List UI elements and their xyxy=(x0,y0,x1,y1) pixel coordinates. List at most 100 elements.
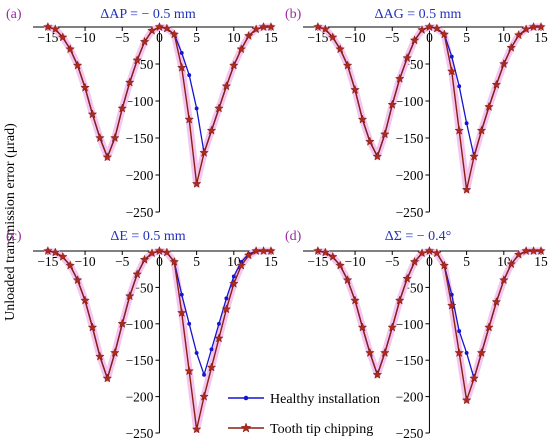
chipped-point xyxy=(432,248,442,258)
chipped-point xyxy=(191,178,202,188)
y-tick-label: −100 xyxy=(396,317,424,332)
y-tick-label: −200 xyxy=(396,390,424,405)
chipped-point xyxy=(110,133,120,143)
chipped-point xyxy=(243,250,254,260)
chipped-point xyxy=(313,22,323,32)
chipped-point xyxy=(214,103,224,113)
chipped-point xyxy=(491,79,502,89)
chipped-point xyxy=(169,256,180,266)
legend-entry-chipped: Tooth tip chipping xyxy=(228,422,373,437)
chipped-point xyxy=(243,30,254,40)
chipped-point xyxy=(365,347,375,357)
panel-label: (a) xyxy=(6,7,22,22)
chipped-point xyxy=(58,251,68,261)
x-tick-label: −10 xyxy=(345,254,366,269)
chipped-point xyxy=(199,147,209,157)
chipped-point xyxy=(536,246,546,256)
chipped-point xyxy=(80,295,90,305)
legend-label-healthy: Healthy installation xyxy=(270,392,380,407)
chipped-point xyxy=(439,260,450,270)
chipped-point xyxy=(266,22,276,32)
chipped-point xyxy=(65,44,75,54)
y-tick-label: −200 xyxy=(126,168,154,183)
chipped-point xyxy=(221,304,232,314)
chipped-point xyxy=(484,322,494,332)
y-tick-label: −100 xyxy=(126,94,154,109)
healthy-point xyxy=(216,321,221,326)
healthy-point xyxy=(231,274,236,279)
y-tick-label: −150 xyxy=(126,131,154,146)
chipped-point xyxy=(72,60,83,70)
y-tick-label: −150 xyxy=(126,353,154,368)
y-tick-label: −100 xyxy=(126,317,154,332)
x-tick-label: 5 xyxy=(463,30,470,45)
chipped-point xyxy=(365,136,375,146)
chipped-point xyxy=(43,246,53,256)
chipped-point xyxy=(469,151,479,161)
chipped-point xyxy=(417,248,427,258)
chipped-point xyxy=(50,24,61,34)
chipped-point xyxy=(206,125,217,135)
chipped-point xyxy=(387,99,397,109)
chipped-point xyxy=(372,369,383,379)
chipped-point xyxy=(229,60,239,70)
x-tick-label: 0 xyxy=(156,254,163,269)
legend-marker-chipped xyxy=(240,422,252,433)
legend: Healthy installation Tooth tip chipping xyxy=(228,392,380,437)
healthy-point xyxy=(179,50,184,55)
healthy-point xyxy=(187,73,192,78)
chipped-point xyxy=(402,273,412,283)
chipped-point xyxy=(380,347,390,357)
chipped-point xyxy=(461,184,472,194)
chipped-point xyxy=(380,129,390,139)
x-tick-label: −15 xyxy=(37,254,58,269)
x-tick-label: −10 xyxy=(75,30,96,45)
x-tick-label: −10 xyxy=(75,254,96,269)
chipped-point xyxy=(417,24,427,34)
chipped-point xyxy=(80,82,90,92)
chipped-point xyxy=(469,373,479,383)
chipped-point xyxy=(409,256,420,266)
chipped-point xyxy=(454,347,464,357)
x-tick-label: −5 xyxy=(385,30,400,45)
x-tick-label: 15 xyxy=(264,254,278,269)
panel-title: ΔAP = − 0.5 mm xyxy=(100,7,196,22)
legend-marker-healthy xyxy=(243,395,249,401)
panel-label: (c) xyxy=(6,229,22,244)
chipped-point xyxy=(372,151,383,161)
chipped-point xyxy=(214,333,224,343)
chipped-point xyxy=(65,260,75,270)
chipped-point xyxy=(424,246,435,256)
chipped-point xyxy=(132,55,142,65)
chipped-point xyxy=(139,254,150,264)
legend-entry-healthy: Healthy installation xyxy=(228,392,380,407)
chipped-point xyxy=(139,36,150,46)
chipped-point xyxy=(313,246,323,256)
chipped-point xyxy=(169,29,180,39)
x-tick-label: −5 xyxy=(115,254,130,269)
chipped-point xyxy=(513,249,524,259)
chipped-point xyxy=(402,53,412,63)
panel-1: −15 −10 −5 0 5 10 15−50−100−150−200−250(b) ΔAG … xyxy=(285,7,548,220)
chipped-point xyxy=(387,322,397,332)
y-tick-label: −250 xyxy=(126,205,154,220)
chipped-point xyxy=(266,246,276,256)
chipped-point xyxy=(342,60,353,70)
chipped-point xyxy=(191,424,202,434)
y-tick-label: −150 xyxy=(396,131,424,146)
chipped-point xyxy=(320,24,331,34)
chipped-point xyxy=(335,44,345,54)
x-tick-label: 0 xyxy=(156,30,163,45)
chipped-point xyxy=(177,307,187,317)
healthy-point xyxy=(194,106,199,111)
y-tick-label: −250 xyxy=(396,426,424,441)
chipped-point xyxy=(439,29,450,39)
healthy-point xyxy=(209,347,214,352)
chipped-point xyxy=(491,296,502,306)
x-tick-label: 15 xyxy=(534,254,548,269)
chipped-point xyxy=(424,22,435,32)
x-tick-label: 5 xyxy=(193,30,200,45)
healthy-point xyxy=(457,84,462,89)
chipped-point xyxy=(409,35,420,45)
